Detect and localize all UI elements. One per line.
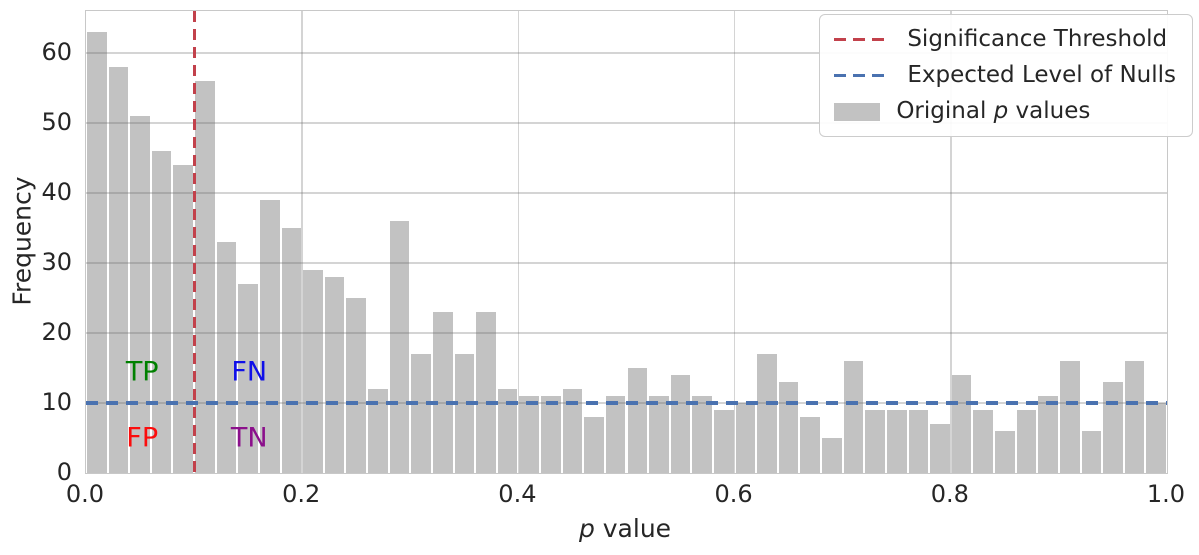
histogram-bar [885,410,908,473]
histogram-bar [215,242,238,473]
histogram-bar [583,417,605,473]
x-axis-label: p value [579,514,671,543]
annotation-fp: FP [126,422,159,454]
histogram-bar [1058,361,1081,473]
histogram-bar [129,116,151,473]
histogram-bar [864,410,886,473]
histogram-bar [410,354,432,473]
histogram-bar [950,375,973,473]
histogram-bar [799,417,822,473]
histogram-bar [367,389,389,473]
histogram-bar [323,277,346,473]
x-tick-label: 1.0 [1146,480,1186,508]
histogram-bar [302,270,324,473]
histogram-bar [994,431,1016,473]
histogram-bar [626,368,649,473]
histogram-bar [431,312,454,473]
x-tick-label: 0.6 [714,480,753,508]
histogram-bar [756,354,778,473]
gridline-horizontal [86,262,1167,264]
histogram-bar [1145,403,1167,473]
histogram-bar [929,424,951,473]
annotation-fn: FN [231,356,268,387]
histogram-bar [1080,431,1103,473]
histogram-bar [518,396,540,473]
x-tick-label: 0.0 [65,480,105,508]
y-tick-label: 20 [41,318,72,346]
histogram-bar [842,361,865,473]
histogram-bar [172,165,195,473]
legend-item: Original p values [834,98,1176,125]
legend-label-part: p [993,98,1009,124]
histogram-bar [669,375,692,473]
histogram-bar [345,298,368,473]
histogram-bar [540,396,562,473]
legend-item-label: Original p values [896,98,1090,125]
y-tick-label: 10 [41,388,72,416]
expected-level-line [86,401,1167,405]
histogram-bar [561,389,584,473]
histogram-bar [453,354,476,473]
histogram-bar [1102,382,1124,473]
gridline-horizontal [86,192,1167,194]
legend-label-part: Original [896,98,994,124]
histogram-bar [1037,396,1059,473]
histogram-bar [237,284,259,473]
legend-dashed-line-sample [834,73,892,78]
histogram-bar [821,438,843,473]
significance-threshold-line [192,11,196,473]
legend-item-label: Significance Threshold [907,26,1168,52]
legend-dashed-line-sample [834,37,892,42]
histogram-bar [86,32,108,473]
histogram-bar [150,151,173,473]
x-tick-label: 0.2 [282,480,321,508]
histogram-bar [280,228,303,473]
y-tick-label: 50 [41,108,72,136]
x-tick-label: 0.8 [930,480,969,508]
gridline-horizontal [86,52,1167,54]
legend-item: Expected Level of Nulls [834,62,1176,89]
gridline-horizontal [86,122,1167,124]
histogram-bar [907,410,930,473]
histogram-bar [691,396,713,473]
gridline-vertical [733,11,736,473]
x-axis-label-italic-p: p [578,514,595,543]
histogram-bar [648,396,670,473]
histogram-bar [972,410,995,473]
gridline-vertical [517,11,520,473]
histogram-bar [388,221,411,473]
histogram-bar [777,382,800,473]
annotation-tp: TP [125,356,159,387]
legend-item: Significance Threshold [834,26,1176,53]
legend-item-label: Expected Level of Nulls [907,62,1176,88]
histogram-bar [1015,410,1038,473]
x-axis-label-rest: value [594,514,672,543]
histogram-bar [475,312,497,473]
histogram-bar [107,67,130,473]
legend-label-part: values [1008,98,1091,124]
histogram-bar [1123,361,1146,473]
y-tick-label: 30 [41,248,72,276]
histogram-bar [604,396,627,473]
y-tick-label: 40 [41,178,72,206]
histogram-bar [194,81,216,473]
histogram-bar [496,389,519,473]
y-tick-label: 60 [41,38,72,66]
histogram-bar [734,403,757,473]
annotation-tn: TN [230,422,268,454]
legend-patch-sample [834,102,881,121]
gridline-vertical [950,11,952,473]
gridline-vertical [301,11,303,473]
y-tick-label: 0 [56,458,72,486]
histogram-bar [712,410,735,473]
gridline-horizontal [86,332,1167,334]
histogram-bar [258,200,281,473]
legend: Significance Threshold Expected Level of … [819,14,1193,137]
x-tick-label: 0.4 [498,480,537,508]
